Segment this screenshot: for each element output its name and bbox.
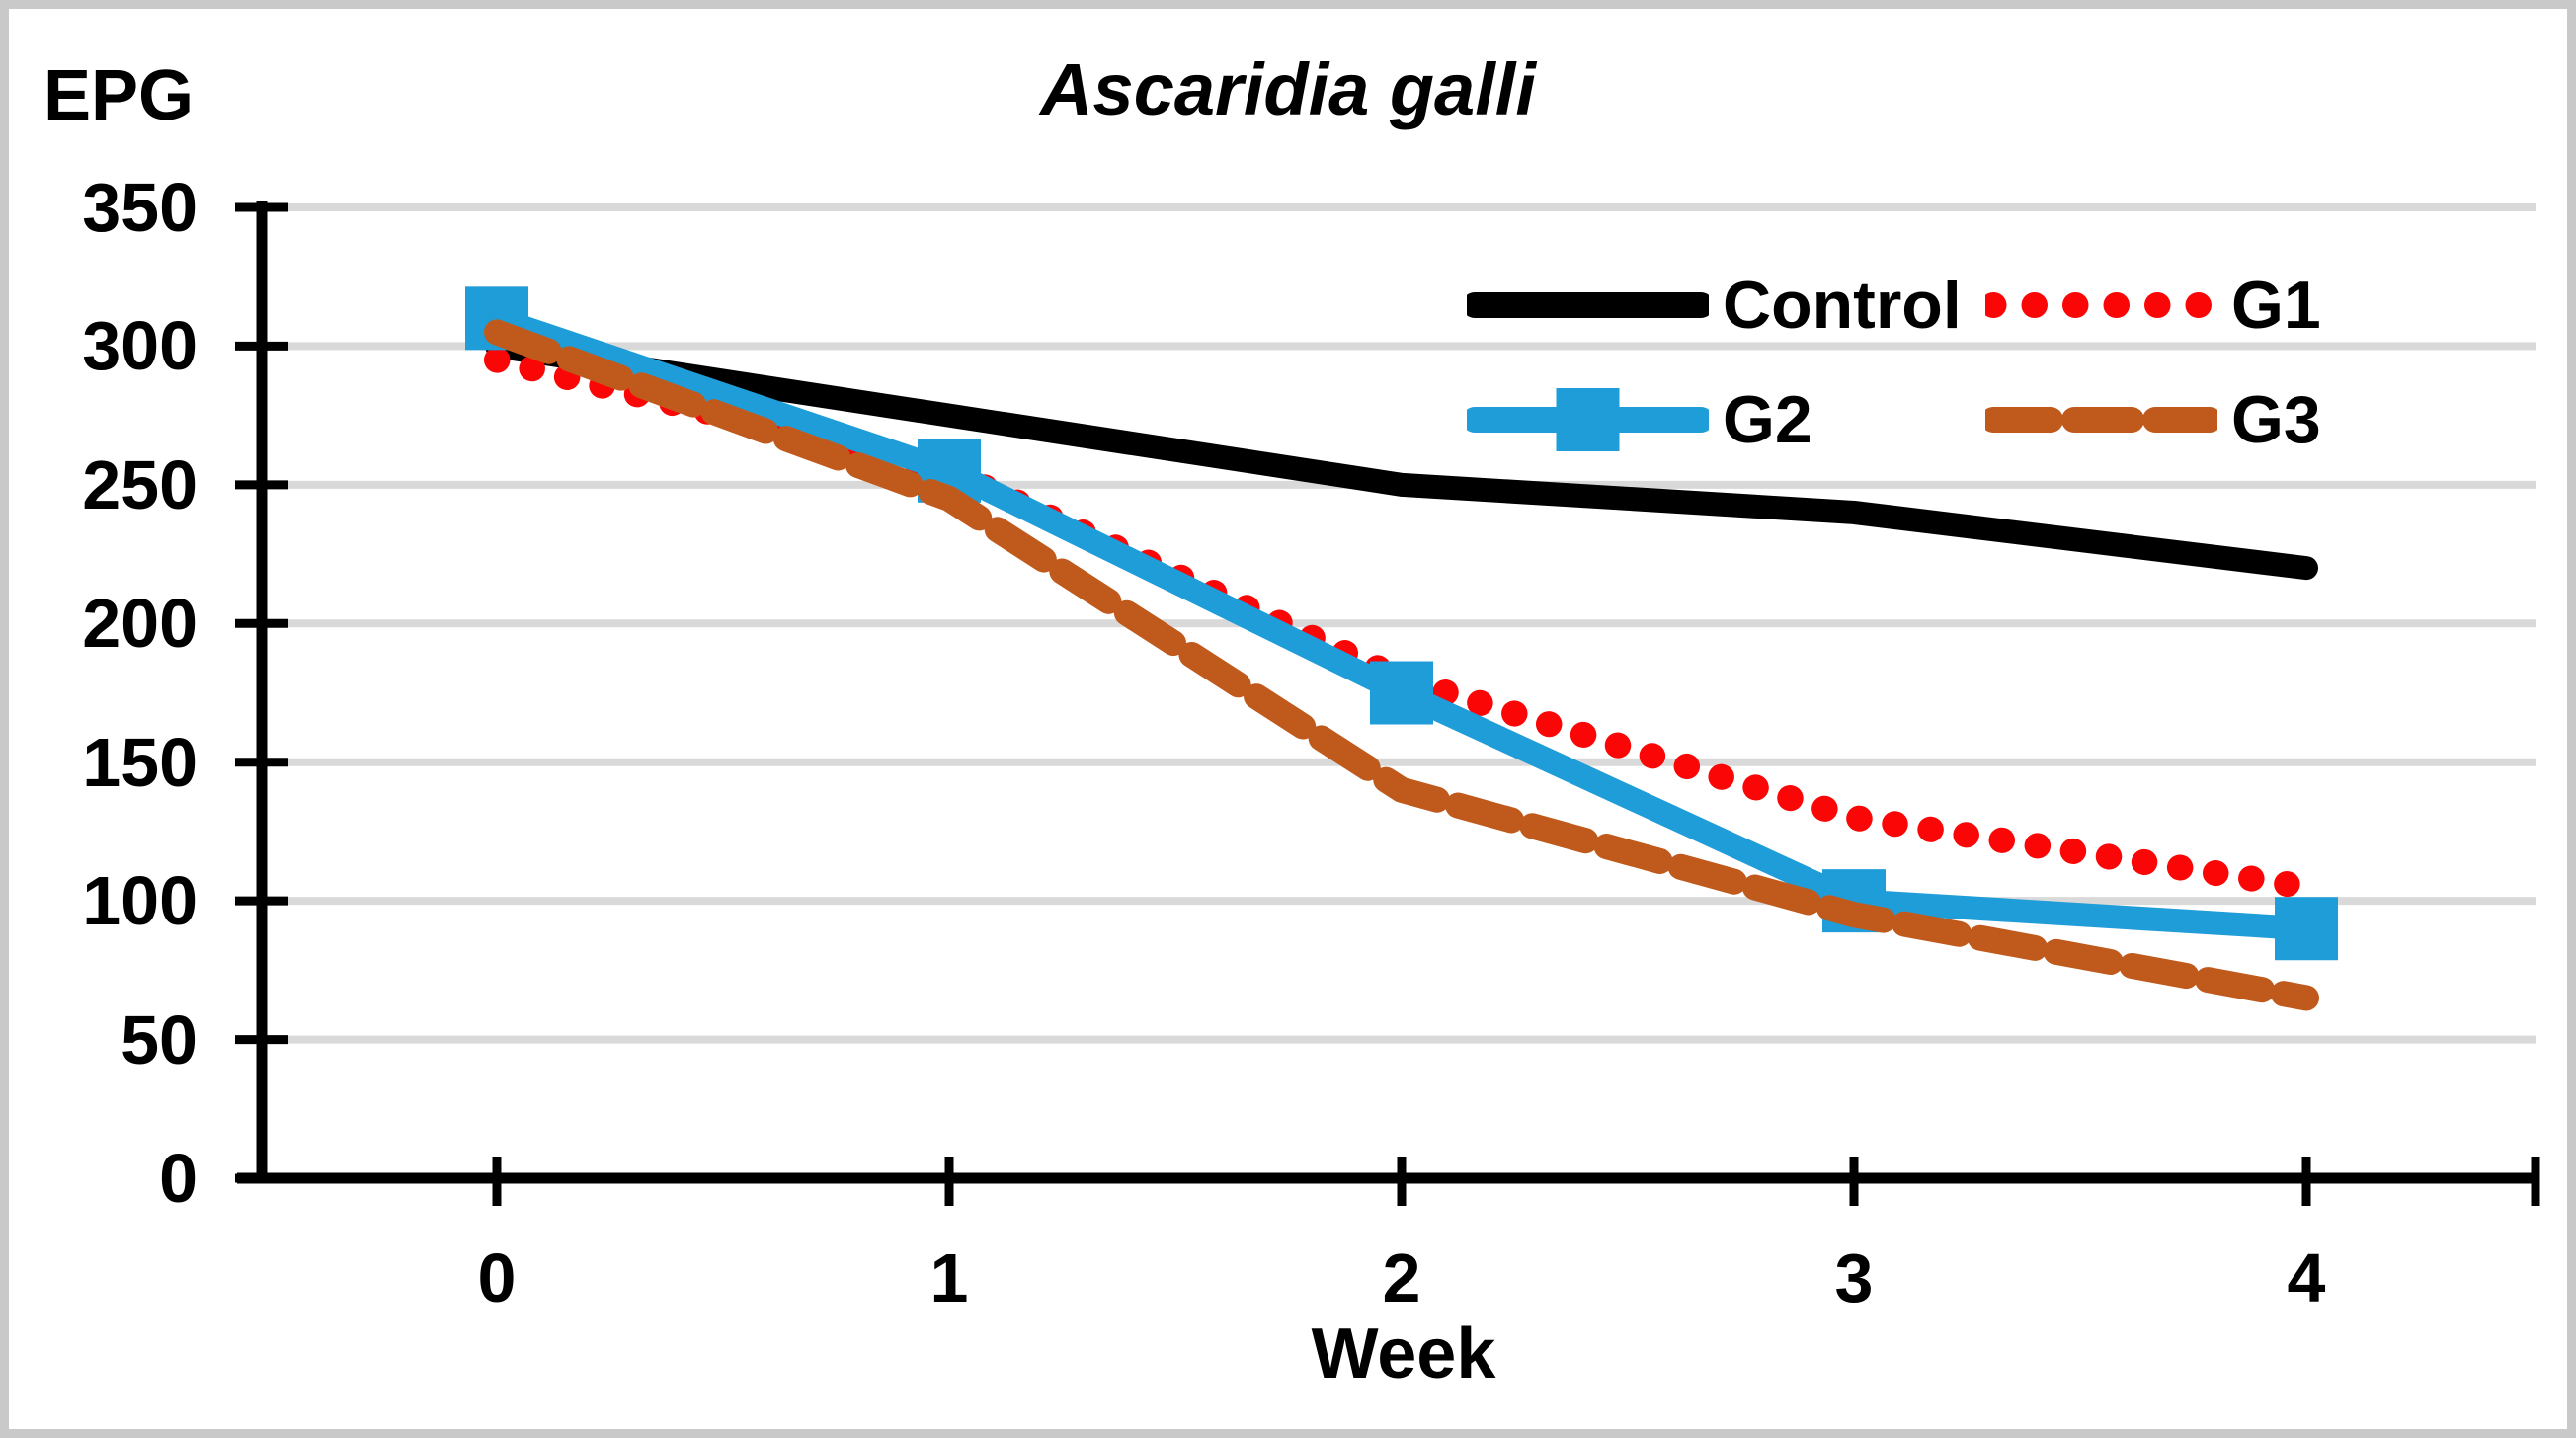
x-tick-label-3: 3 [1834, 1239, 1874, 1317]
x-tick-label-0: 0 [477, 1239, 517, 1317]
y-tick-label-250: 250 [82, 445, 198, 523]
x-tick-label-4: 4 [2287, 1239, 2326, 1317]
marker-g2-week-2 [1370, 661, 1433, 725]
marker-g2-week-4 [2275, 897, 2338, 961]
legend-label-g2: G2 [1723, 382, 1812, 457]
series-line-control [485, 334, 2318, 581]
x-tick-label-2: 2 [1382, 1239, 1421, 1317]
legend-sample-g2-square-marker-line [1467, 388, 1709, 451]
legend-item-g1: G1 [1985, 260, 2321, 351]
y-tick-label-50: 50 [121, 1000, 198, 1078]
chart-title: Ascaridia galli [1040, 48, 1536, 130]
legend-sample-g1-dotted-line [1985, 292, 2217, 318]
legend-label-g3: G3 [2231, 382, 2321, 457]
legend-item-g3: G3 [1985, 374, 2321, 465]
legend-item-g2: G2 [1467, 374, 1812, 465]
legend-sample-g3-dashed-line [1985, 407, 2217, 433]
y-tick-label-200: 200 [82, 585, 198, 663]
x-axis-title: Week [1311, 1315, 1496, 1394]
y-tick-label-0: 0 [159, 1140, 198, 1217]
x-tick-label-1: 1 [929, 1239, 969, 1317]
legend-label-control: Control [1723, 268, 1962, 343]
legend-sample-control-line [1467, 292, 1709, 318]
y-tick-label-300: 300 [82, 307, 198, 385]
y-tick-label-100: 100 [82, 862, 198, 940]
series-line-g3 [484, 319, 2319, 1011]
y-tick-label-150: 150 [82, 723, 198, 801]
legend-label-g1: G1 [2231, 268, 2321, 343]
legend-item-control: Control [1467, 260, 1962, 351]
y-tick-label-350: 350 [82, 169, 198, 246]
y-axis-title: EPG [43, 56, 195, 135]
